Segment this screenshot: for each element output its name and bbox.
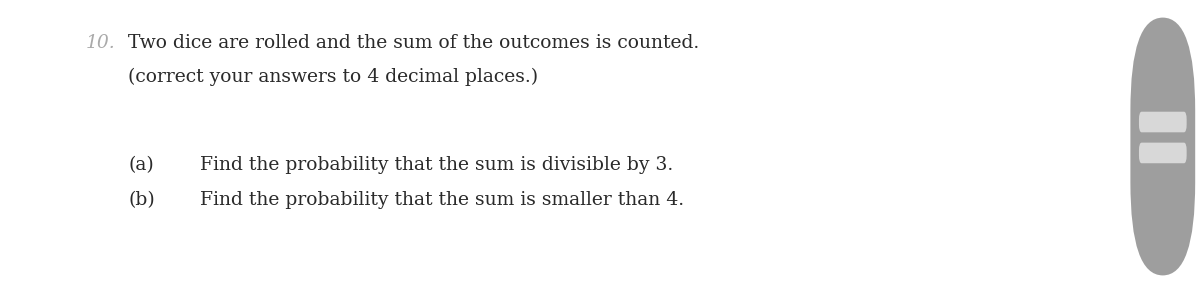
Text: Find the probability that the sum is smaller than 4.: Find the probability that the sum is sma…: [200, 191, 684, 209]
FancyBboxPatch shape: [1130, 18, 1195, 275]
FancyBboxPatch shape: [1139, 112, 1187, 132]
Text: Find the probability that the sum is divisible by 3.: Find the probability that the sum is div…: [200, 156, 673, 174]
Text: Two dice are rolled and the sum of the outcomes is counted.: Two dice are rolled and the sum of the o…: [128, 34, 700, 52]
Text: 10.: 10.: [85, 34, 115, 52]
Text: (b): (b): [128, 191, 155, 209]
FancyBboxPatch shape: [1139, 143, 1187, 163]
Text: (a): (a): [128, 156, 154, 174]
Text: (correct your answers to 4 decimal places.): (correct your answers to 4 decimal place…: [128, 68, 538, 86]
